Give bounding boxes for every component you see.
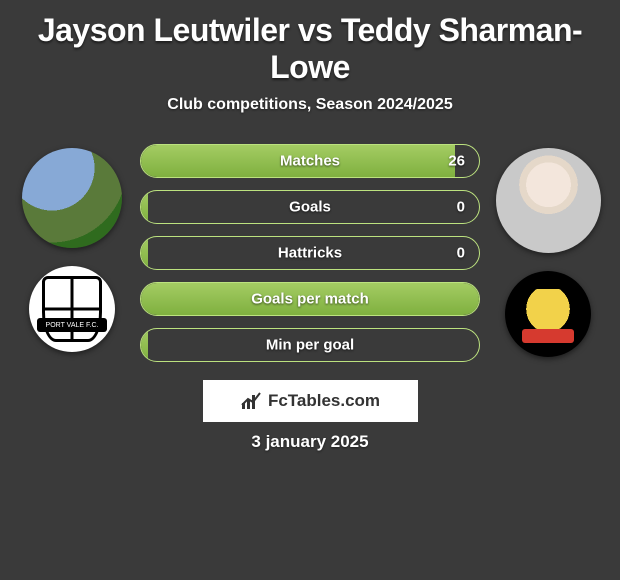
right-player-avatar bbox=[496, 148, 601, 253]
stat-bar-value: 26 bbox=[448, 153, 465, 170]
stat-bar-value: 0 bbox=[457, 245, 465, 262]
source-badge-text: FcTables.com bbox=[268, 391, 380, 411]
stat-bar-label: Goals per match bbox=[251, 291, 369, 308]
page-subtitle: Club competitions, Season 2024/2025 bbox=[0, 96, 620, 114]
stat-bar-fill bbox=[141, 329, 148, 361]
date-label: 3 january 2025 bbox=[0, 432, 620, 452]
stat-bar: Min per goal bbox=[140, 328, 480, 362]
stat-bar: Hattricks 0 bbox=[140, 236, 480, 270]
stat-bar-label: Matches bbox=[280, 153, 340, 170]
comparison-card: Jayson Leutwiler vs Teddy Sharman-Lowe C… bbox=[0, 0, 620, 452]
stat-bar-label: Goals bbox=[289, 199, 331, 216]
stat-bar: Matches 26 bbox=[140, 144, 480, 178]
page-title: Jayson Leutwiler vs Teddy Sharman-Lowe bbox=[10, 12, 610, 86]
chart-icon bbox=[240, 391, 264, 411]
right-player-column bbox=[498, 138, 598, 357]
left-player-avatar bbox=[22, 148, 122, 248]
stat-bar-value: 0 bbox=[457, 199, 465, 216]
stat-bar-label: Hattricks bbox=[278, 245, 342, 262]
left-club-crest: PORT VALE F.C. bbox=[29, 266, 115, 352]
stat-bar-fill bbox=[141, 191, 148, 223]
left-player-column: PORT VALE F.C. bbox=[22, 138, 122, 352]
stat-bar: Goals per match bbox=[140, 282, 480, 316]
stat-bar-label: Min per goal bbox=[266, 337, 354, 354]
source-badge: FcTables.com bbox=[203, 380, 418, 422]
stat-bars: Matches 26 Goals 0 Hattricks 0 Goals per match… bbox=[140, 138, 480, 362]
content-row: PORT VALE F.C. Matches 26 Goals 0 Hattricks 0… bbox=[0, 138, 620, 362]
stat-bar: Goals 0 bbox=[140, 190, 480, 224]
stat-bar-fill bbox=[141, 237, 148, 269]
right-club-crest bbox=[505, 271, 591, 357]
